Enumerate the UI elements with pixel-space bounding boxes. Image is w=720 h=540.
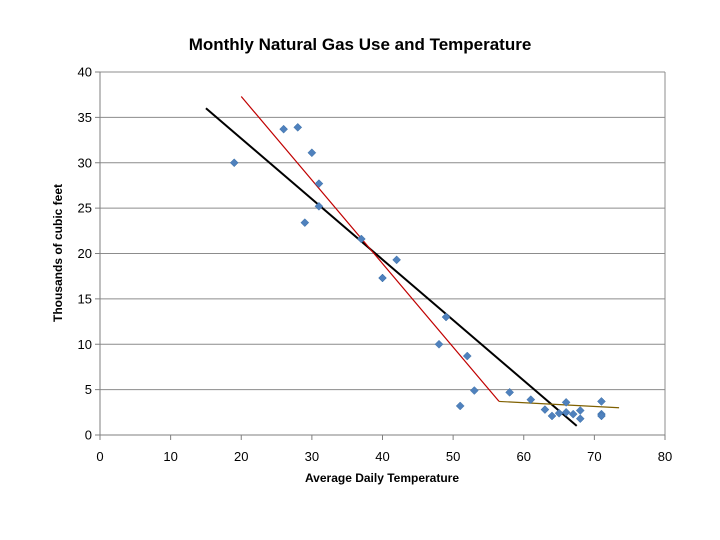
data-point: [597, 397, 606, 406]
gridlines: [100, 71, 666, 435]
data-point: [356, 234, 366, 244]
warm-month-trend-line: [498, 400, 620, 409]
y-tick-label: 0: [85, 428, 92, 443]
y-tick-label: 20: [78, 246, 92, 261]
y-tick-label: 25: [78, 201, 92, 216]
x-tick-label: 10: [163, 449, 177, 464]
x-tick-label: 80: [658, 449, 672, 464]
data-point: [314, 179, 324, 188]
y-tick-label: 35: [78, 110, 92, 125]
data-point: [561, 397, 571, 407]
trend-lines: [205, 96, 620, 427]
data-point: [547, 411, 557, 421]
data-point: [300, 218, 310, 227]
data-point: [441, 312, 451, 322]
cold-month-trend-line: [240, 96, 500, 402]
y-tick-label: 10: [78, 337, 92, 352]
y-tick-label: 5: [85, 382, 92, 397]
data-point: [455, 401, 465, 411]
data-point: [434, 339, 444, 349]
y-tick-label: 40: [78, 65, 92, 80]
overall-trend-line: [205, 107, 578, 427]
data-points: [229, 123, 606, 424]
data-point: [229, 158, 239, 168]
data-point: [279, 124, 288, 134]
x-axis-label: Average Daily Temperature: [305, 471, 459, 485]
y-axis-ticks: 0 5 10 15 20 25 30 35 40: [78, 65, 92, 443]
data-point: [554, 408, 564, 418]
data-point: [462, 351, 472, 361]
y-axis-label: Thousands of cubic feet: [51, 184, 65, 322]
data-point: [314, 201, 324, 211]
data-point: [561, 407, 571, 417]
x-tick-label: 60: [517, 449, 531, 464]
data-point: [568, 409, 578, 419]
x-axis-ticks: 0 10 20 30 40 50 60 70 80: [96, 449, 672, 464]
data-point: [505, 387, 514, 397]
x-tick-label: 40: [375, 449, 389, 464]
data-point: [597, 411, 606, 421]
x-tick-label: 0: [96, 449, 103, 464]
y-tick-label: 15: [78, 291, 92, 306]
x-tick-label: 50: [446, 449, 460, 464]
data-point: [293, 123, 303, 132]
chart-title: Monthly Natural Gas Use and Temperature: [189, 35, 532, 54]
data-point: [469, 386, 479, 395]
data-point: [526, 395, 536, 404]
data-point: [575, 406, 585, 415]
axes: [95, 71, 666, 440]
data-point: [575, 414, 585, 424]
x-tick-label: 70: [587, 449, 601, 464]
data-point: [540, 405, 550, 414]
data-point: [392, 255, 401, 265]
y-tick-label: 30: [78, 155, 92, 170]
data-point: [378, 273, 387, 283]
data-point: [307, 148, 317, 158]
x-tick-label: 20: [234, 449, 248, 464]
x-tick-label: 30: [305, 449, 319, 464]
